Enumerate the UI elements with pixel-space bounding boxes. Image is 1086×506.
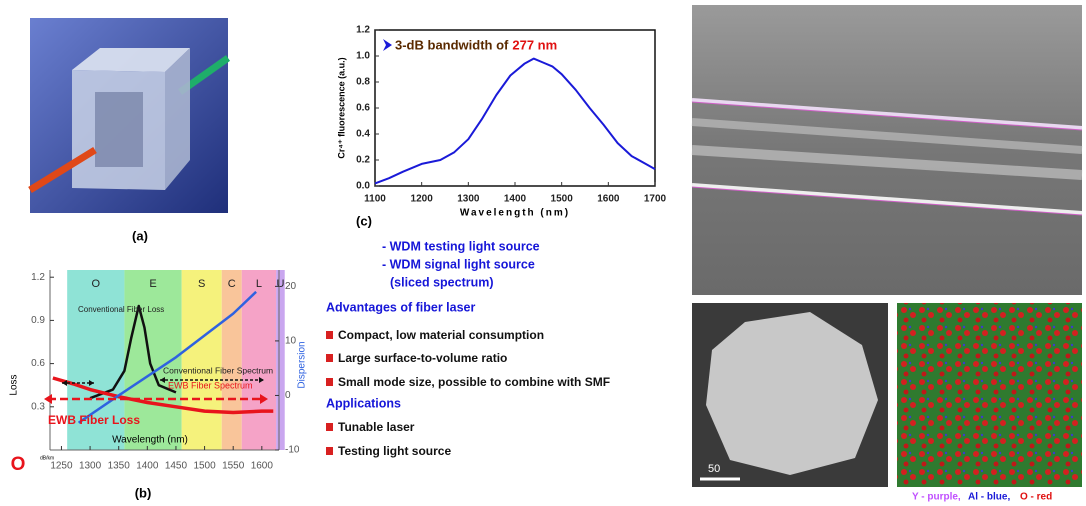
- y2-tick-label: -10: [285, 445, 300, 456]
- caption: Y - purple, Al - blue, O - red: [912, 492, 1052, 503]
- wdm-item: - WDM signal light source: [382, 257, 535, 271]
- y-tick-label: 0.6: [356, 103, 370, 114]
- chart-title: 3-dB bandwidth of: [395, 37, 509, 52]
- y-tick-label: 0.3: [31, 401, 45, 412]
- band-label: S: [198, 278, 205, 290]
- panel-label: (b): [135, 485, 152, 500]
- x-tick-label: 1350: [108, 461, 131, 472]
- x-axis-label: Wavelength (nm): [112, 435, 188, 446]
- x-tick-label: 1500: [551, 194, 574, 205]
- application-item: Tunable laser: [338, 420, 415, 434]
- fiber-photo: [691, 5, 1083, 295]
- y-tick-label: 1.2: [356, 25, 370, 36]
- cube-image: [28, 18, 231, 213]
- band-label: L: [256, 278, 262, 290]
- caption-item: Al - blue,: [968, 492, 1010, 503]
- x-tick-label: 1600: [251, 461, 274, 472]
- scale-bar-label: 50: [708, 463, 720, 475]
- application-item: Testing light source: [338, 444, 451, 458]
- series-line: [89, 304, 177, 400]
- corner-label: O: [11, 454, 26, 475]
- panel-label: (c): [356, 213, 372, 228]
- advantage-item: Large surface-to-volume ratio: [338, 351, 507, 365]
- chart-b-labels: Loss Dispersion Wavelength (nm) dB/km O …: [9, 305, 308, 475]
- y-axis-label: Cr⁴⁺ fluorescence (a.u.): [336, 57, 346, 158]
- series-annotation: EWB Fiber Loss: [48, 413, 140, 427]
- x-tick-label: 1600: [597, 194, 620, 205]
- heading: Advantages of fiber laser: [326, 300, 475, 314]
- advantage-item: Small mode size, possible to combine wit…: [338, 375, 610, 389]
- y2-tick-label: 0: [285, 390, 291, 401]
- annotation: EWB Fiber Spectrum: [168, 380, 253, 390]
- y2-axis-label: Dispersion: [297, 341, 308, 388]
- x-tick-label: 1550: [222, 461, 245, 472]
- x-tick-label: 1300: [79, 461, 102, 472]
- x-tick-label: 1400: [136, 461, 159, 472]
- panel-label: (a): [132, 228, 148, 243]
- x-tick-label: 1700: [644, 194, 667, 205]
- series-line: [52, 376, 274, 415]
- y-axis-label: Loss: [9, 374, 20, 395]
- y-tick-label: 1.0: [356, 51, 370, 62]
- x-tick-label: 1400: [504, 194, 527, 205]
- x-tick-label: 1100: [364, 194, 386, 205]
- y-tick-label: 0.2: [356, 155, 370, 166]
- y-tick-label: 0.0: [356, 181, 370, 192]
- advantage-item: Compact, low material consumption: [338, 328, 544, 342]
- y-tick-label: 0.4: [356, 129, 370, 140]
- band: [67, 270, 125, 450]
- series-line: [374, 57, 656, 185]
- text-block: - WDM testing light source - WDM signal …: [326, 239, 610, 458]
- cross-section-image: 50: [692, 303, 888, 487]
- band-label: U: [276, 278, 284, 290]
- y-tick-label: 0.8: [356, 77, 370, 88]
- x-tick-label: 1300: [457, 194, 480, 205]
- x-axis-label: Wavelength (nm): [460, 208, 570, 219]
- x-tick-label: 1250: [50, 461, 73, 472]
- band: [241, 270, 277, 450]
- band-label: E: [149, 278, 156, 290]
- spectrum-chart: 3-dB bandwidth of 277 nm Wavelength (nm)…: [336, 25, 666, 219]
- x-tick-label: 1200: [411, 194, 434, 205]
- y-tick-label: 0.9: [31, 315, 45, 326]
- heading: Applications: [326, 396, 401, 410]
- x-tick-label: 1500: [193, 461, 216, 472]
- series-annotation: Conventional Fiber Loss: [78, 305, 164, 314]
- wdm-item: - WDM testing light source: [382, 239, 540, 253]
- y-unit: dB/km: [40, 455, 54, 461]
- band-chart: O E S C L U 1250 1300 1350 1400 1450 1500 1550 1600 0.…: [31, 270, 300, 472]
- crystal-image: [897, 303, 1082, 487]
- wdm-item: (sliced spectrum): [390, 275, 494, 289]
- y-tick-label: 1.2: [31, 272, 45, 283]
- y2-tick-label: 20: [285, 281, 297, 292]
- x-tick-label: 1450: [165, 461, 188, 472]
- caption-item: O - red: [1020, 492, 1052, 503]
- band-label: C: [228, 278, 236, 290]
- caption-item: Y - purple,: [912, 492, 961, 503]
- band: [276, 270, 285, 450]
- band: [181, 270, 222, 450]
- chart-title-value: 277 nm: [512, 37, 557, 52]
- band: [221, 270, 242, 450]
- y-tick-label: 0.6: [31, 358, 45, 369]
- annotation: Conventional Fiber Spectrum: [163, 365, 273, 375]
- series-line: [77, 290, 257, 424]
- band-label: O: [92, 278, 101, 290]
- y2-tick-label: 10: [285, 336, 297, 347]
